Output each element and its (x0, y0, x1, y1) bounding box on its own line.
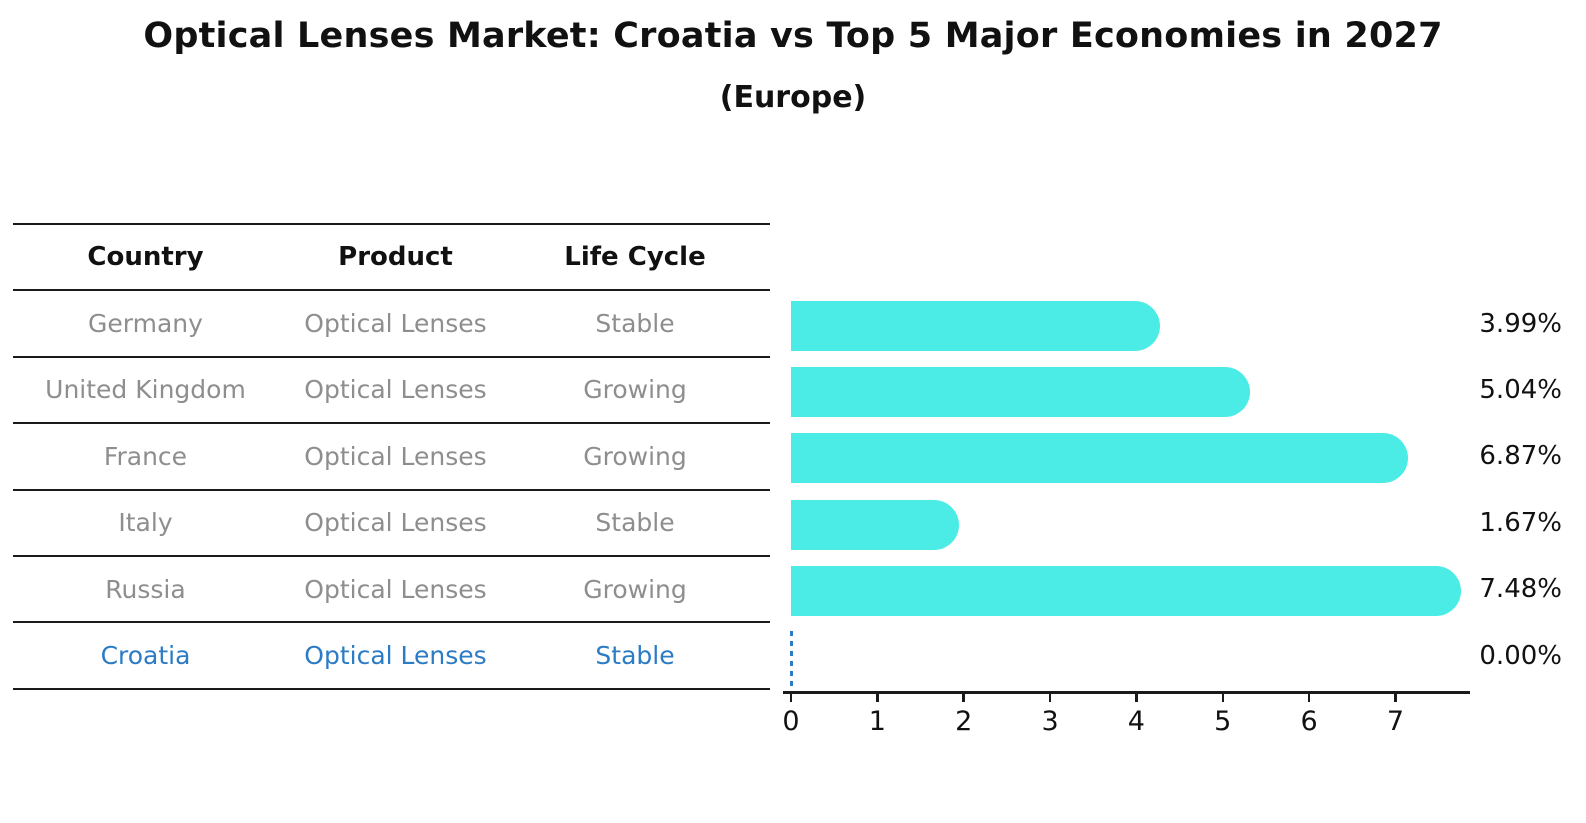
cell-life-cycle: Growing (583, 574, 687, 604)
cell-country: France (103, 441, 188, 471)
value-label-croatia: 0.00% (1479, 640, 1562, 671)
table-row-croatia: Croatia Optical Lenses Stable (13, 623, 770, 690)
x-axis-tick-5 (1221, 693, 1224, 702)
x-axis-tick-label-4: 4 (1127, 706, 1145, 737)
cell-life-cycle: Growing (583, 441, 687, 471)
x-axis-line (783, 691, 1470, 694)
x-axis-tick-1 (876, 693, 879, 702)
value-label-italy: 1.67% (1479, 507, 1562, 538)
zero-value-marker-croatia (789, 630, 793, 687)
chart-subtitle: (Europe) (719, 80, 867, 115)
country-table: Country Product Life Cycle Germany Optica… (13, 223, 770, 690)
x-axis-tick-3 (1048, 693, 1052, 702)
cell-product: Optical Lenses (304, 441, 487, 471)
table-row-united-kingdom: United Kingdom Optical Lenses Growing (13, 358, 770, 425)
cell-life-cycle: Stable (595, 309, 675, 339)
value-label-russia: 7.48% (1479, 574, 1562, 605)
cell-life-cycle: Stable (595, 508, 675, 538)
cell-product: Optical Lenses (304, 508, 487, 538)
cell-country: Croatia (100, 641, 191, 671)
cell-life-cycle: Stable (595, 641, 675, 671)
cell-product: Optical Lenses (304, 309, 487, 339)
table-row-germany: Germany Optical Lenses Stable (13, 291, 770, 358)
chart-title: Optical Lenses Market: Croatia vs Top 5 … (143, 16, 1443, 56)
column-header-country: Country (87, 242, 204, 273)
cell-country: Germany (88, 309, 203, 339)
x-axis-tick-4 (1135, 693, 1138, 702)
bar-france (791, 433, 1409, 484)
bar-russia (791, 566, 1461, 617)
x-axis-tick-label-0: 0 (782, 706, 800, 737)
bar-united-kingdom (791, 366, 1251, 417)
cell-country: United Kingdom (45, 375, 246, 405)
x-axis-tick-6 (1307, 693, 1311, 702)
cell-product: Optical Lenses (304, 574, 487, 604)
table-row-france: France Optical Lenses Growing (13, 424, 770, 491)
x-axis-tick-0 (789, 693, 793, 702)
value-label-germany: 3.99% (1479, 308, 1562, 339)
x-axis-tick-label-2: 2 (955, 706, 973, 737)
x-axis-tick-label-6: 6 (1300, 706, 1318, 737)
column-header-life-cycle: Life Cycle (564, 242, 706, 273)
column-header-product: Product (338, 242, 453, 273)
table-body: Germany Optical Lenses Stable United Kingdo… (13, 291, 770, 690)
x-axis-tick-label-3: 3 (1041, 706, 1059, 737)
table-header-row: Country Product Life Cycle (13, 225, 770, 292)
x-axis-tick-7 (1394, 693, 1397, 702)
cell-product: Optical Lenses (304, 375, 487, 405)
bar-germany (791, 300, 1160, 351)
x-axis-tick-2 (962, 693, 965, 702)
cell-country: Russia (105, 574, 186, 604)
value-label-united-kingdom: 5.04% (1479, 374, 1562, 405)
cell-country: Italy (118, 508, 173, 538)
x-axis-tick-label-7: 7 (1386, 706, 1405, 737)
table-row-russia: Russia Optical Lenses Growing (13, 557, 770, 624)
bar-italy (791, 499, 960, 550)
cell-product: Optical Lenses (304, 641, 487, 671)
table-row-italy: Italy Optical Lenses Stable (13, 491, 770, 557)
x-axis-tick-label-1: 1 (868, 706, 886, 737)
value-label-france: 6.87% (1479, 441, 1562, 472)
x-axis-tick-label-5: 5 (1214, 706, 1232, 737)
cell-life-cycle: Growing (583, 375, 687, 405)
